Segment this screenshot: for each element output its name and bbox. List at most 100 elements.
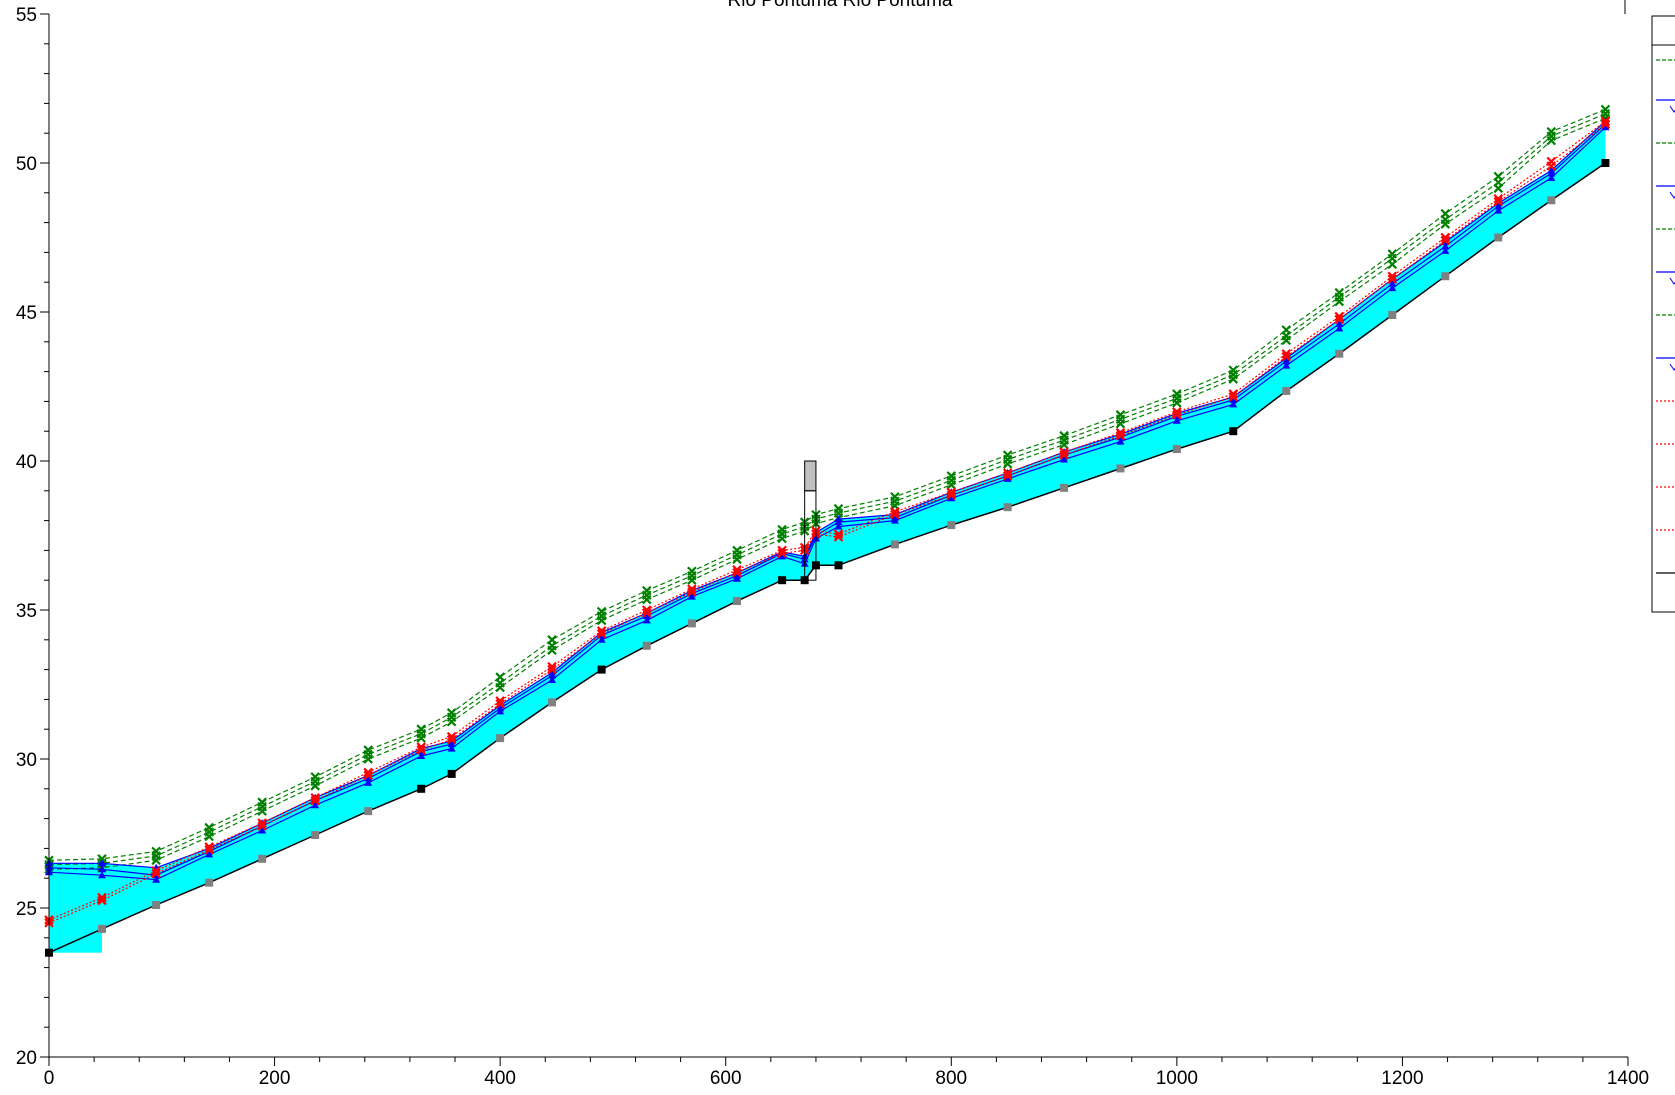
point-marker: [1440, 219, 1451, 229]
series-point-red: [1172, 407, 1182, 417]
point-marker: [548, 676, 557, 684]
point-marker: [1002, 471, 1013, 481]
structure-station-marker: [447, 769, 456, 778]
point-marker: [1387, 271, 1398, 282]
series-point-red: [946, 490, 957, 501]
series-point-red: [890, 509, 900, 520]
point-marker: [1281, 335, 1292, 346]
point-marker: [310, 792, 320, 803]
point-marker: [777, 545, 787, 556]
point-marker: [310, 795, 320, 806]
point-marker: [363, 770, 373, 781]
series-point-blue: [597, 635, 606, 643]
point-marker: [1546, 135, 1557, 146]
series-point-blue: [834, 518, 843, 526]
point-marker: [204, 831, 214, 842]
series-point-blue: [1494, 202, 1503, 210]
series-point-red: [1172, 410, 1182, 420]
series-point-blue: [417, 752, 426, 760]
point-marker: [97, 895, 107, 906]
structure-station-marker: [1601, 159, 1610, 167]
point-marker: [687, 587, 697, 597]
point-marker: [947, 494, 956, 502]
point-marker: [257, 818, 267, 828]
water-fill-area: [49, 121, 1606, 953]
station-marker: [364, 807, 373, 816]
series-point-blue: [364, 778, 373, 786]
legend-marker-blue: [1669, 191, 1675, 199]
point-marker: [946, 490, 957, 501]
series-point-blue: [311, 801, 320, 809]
point-marker: [447, 744, 456, 752]
point-marker: [1388, 279, 1397, 287]
series-point-red: [97, 895, 107, 906]
point-marker: [778, 552, 787, 560]
y-tick-label: 45: [16, 303, 37, 324]
series-point-red: [1228, 389, 1239, 399]
point-marker: [97, 892, 107, 903]
series-point-blue: [548, 676, 557, 684]
station-marker: [1441, 272, 1450, 281]
series-point-green: [416, 733, 426, 743]
series-line-green-1: [48, 113, 1606, 866]
station-marker: [1388, 310, 1397, 319]
series-point-blue: [364, 774, 373, 782]
series-point-blue: [1441, 246, 1450, 254]
series-point-blue: [1547, 169, 1556, 177]
point-marker: [777, 548, 787, 559]
chart-title: Rio Pontuma Rio Pontuma: [728, 0, 953, 11]
point-marker: [732, 554, 742, 565]
point-marker: [495, 696, 505, 706]
point-marker: [98, 871, 107, 879]
culvert-structure: [804, 460, 817, 581]
point-marker: [1441, 242, 1450, 250]
series-line-green-2: [48, 117, 1606, 870]
series-point-red: [495, 696, 505, 706]
series-point-red: [732, 567, 742, 578]
point-marker: [1172, 416, 1181, 424]
station-marker: [152, 901, 161, 910]
point-marker: [495, 682, 505, 693]
legend: [1624, 0, 1675, 613]
series-point-red: [1115, 430, 1126, 441]
series-point-red: [1387, 274, 1398, 284]
series-point-red: [363, 767, 373, 778]
point-marker: [1388, 284, 1397, 292]
point-marker: [548, 671, 557, 679]
series-point-blue: [1229, 400, 1238, 408]
point-marker: [833, 529, 844, 539]
station-marker: [1060, 483, 1069, 492]
point-marker: [1547, 169, 1556, 177]
series-point-green: [777, 533, 787, 544]
point-marker: [641, 608, 652, 618]
axes: 0 200 400 600 800 1000 1200 1400 20 25 30 35 40 45 50 5…: [16, 5, 1649, 1089]
series-point-red: [97, 892, 107, 903]
series-line-blue-3: [49, 120, 1606, 869]
series-point-red: [1546, 161, 1557, 171]
point-marker: [834, 522, 843, 530]
series-point-red: [1600, 119, 1611, 130]
point-marker: [1172, 410, 1182, 420]
series-point-red: [310, 795, 320, 806]
series-point-red: [495, 699, 505, 709]
point-marker: [1003, 474, 1012, 482]
point-marker: [596, 629, 607, 639]
station-marker: [311, 830, 320, 839]
series-point-red: [151, 868, 161, 879]
structure-station-marker: [834, 561, 843, 570]
series-point-blue: [447, 744, 456, 752]
series-line-red-6: [48, 120, 1606, 921]
point-marker: [1440, 235, 1451, 246]
series-point-red: [687, 584, 697, 594]
y-tick-label: 35: [16, 601, 37, 622]
series-point-red: [547, 664, 557, 675]
station-marker: [1116, 464, 1125, 473]
series-point-red: [732, 564, 742, 575]
series-point-green: [1172, 398, 1182, 408]
point-marker: [1334, 296, 1345, 307]
station-marker: [947, 521, 956, 530]
station-marker: [205, 878, 214, 887]
point-marker: [1228, 389, 1239, 399]
series-point-red: [833, 529, 844, 539]
